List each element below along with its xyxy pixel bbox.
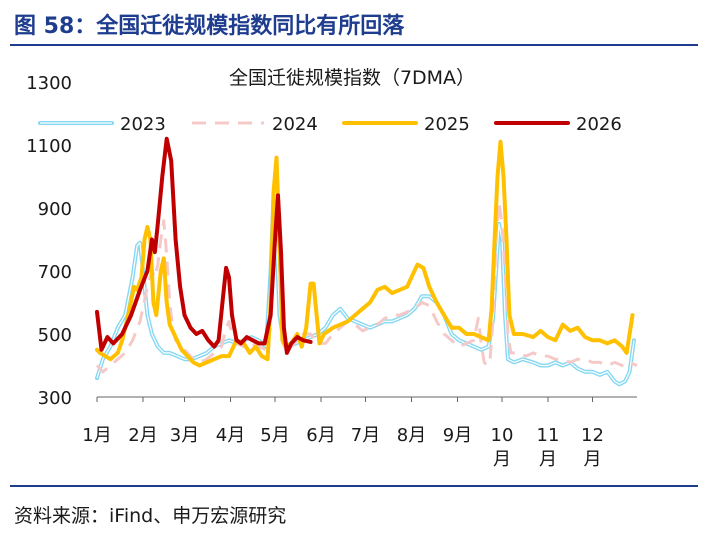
x-tick-label: 10 月 [491, 425, 514, 470]
y-tick-label: 500 [38, 325, 72, 346]
x-tick-label: 1月 [82, 425, 111, 446]
legend-label: 2025 [424, 114, 470, 135]
series-line [95, 139, 635, 368]
source: 资料来源：iFind、申万宏源研究 [14, 505, 286, 527]
y-tick-label: 700 [38, 262, 72, 283]
x-tick-label: 3月 [170, 425, 199, 446]
x-tick-label: 4月 [216, 425, 245, 446]
legend-label: 2026 [576, 114, 622, 135]
x-tick-label-part: 月 [493, 449, 511, 470]
x-tick-label: 11 月 [537, 425, 560, 470]
series-line [95, 136, 313, 355]
y-tick-label: 300 [38, 388, 72, 409]
legend-label: 2024 [272, 114, 318, 135]
chart-title: 全国迁徙规模指数（7DMA） [229, 67, 475, 89]
x-tick-label: 9月 [443, 425, 472, 446]
x-tick-label-part: 11 [537, 425, 560, 446]
x-tick-label-part: 10 [491, 425, 514, 446]
legend-label: 2023 [120, 114, 166, 135]
x-tick-label: 6月 [306, 425, 335, 446]
figure-title: 图 58：全国迁徙规模指数同比有所回落 [14, 13, 405, 39]
x-tick-label-part: 12 [581, 425, 604, 446]
x-tick-label-part: 月 [539, 449, 557, 470]
y-tick-label: 900 [38, 199, 72, 220]
x-tick-label: 12 月 [581, 425, 604, 470]
y-tick-label: 1100 [26, 136, 72, 157]
x-tick-label-part: 月 [583, 449, 601, 470]
x-tick-label: 7月 [351, 425, 380, 446]
series-line-inner [96, 198, 635, 385]
y-tick-label: 1300 [26, 73, 72, 94]
x-tick-label: 5月 [260, 425, 289, 446]
x-tick-label: 8月 [397, 425, 426, 446]
x-tick-label: 2月 [128, 425, 157, 446]
